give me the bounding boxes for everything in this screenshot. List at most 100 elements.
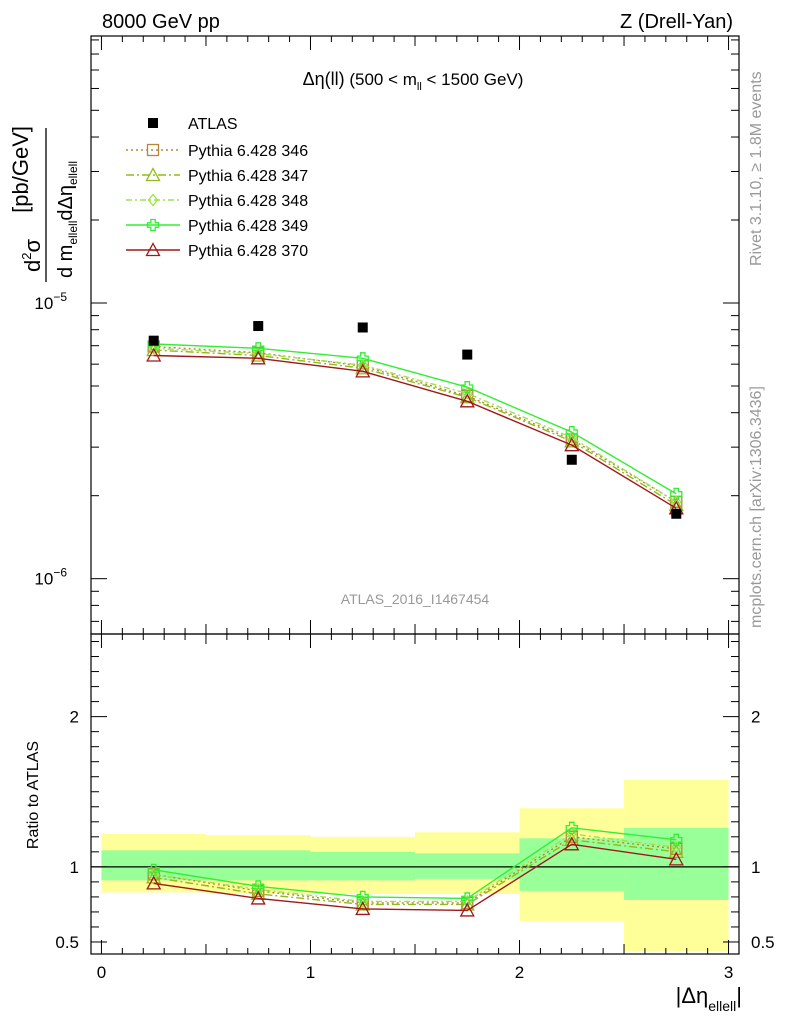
ratio-point-pythia-6-428-346	[565, 830, 578, 843]
ratio-panel: 0 1 2 3 0.5 0.5 1 1 2 2 Ratio to ATLAS |Δηellell|	[25, 633, 775, 1014]
legend-item-pythia-6-428-349: Pythia 6.428 349	[126, 218, 308, 235]
series-line-pythia-6-428-348	[153, 347, 677, 503]
svg-text:d2σ: d2σ	[19, 239, 45, 272]
ratio-point-pythia-6-428-349	[565, 821, 578, 834]
ratio-point-pythia-6-428-370	[355, 901, 371, 916]
band-stat	[415, 853, 520, 879]
series-point-pythia-6-428-370	[250, 350, 266, 365]
y-tick-label: 10−5	[34, 290, 67, 313]
ratio-series	[146, 821, 684, 917]
ratio-line-pythia-6-428-346	[153, 836, 677, 904]
ratio-point-pythia-6-428-370	[668, 851, 684, 866]
rivet-label: Rivet 3.1.10, ≥ 1.8M events	[748, 71, 765, 266]
series-point-pythia-6-428-370	[564, 437, 580, 452]
x-tick-label: 1	[306, 963, 315, 982]
ratio-point-pythia-6-428-349	[670, 833, 683, 846]
series-point-pythia-6-428-347	[564, 433, 580, 448]
ratio-point-pythia-6-428-346	[670, 842, 683, 855]
mcplots-label: mcplots.cern.ch [arXiv:1306.3436]	[748, 386, 765, 628]
ratio-line-pythia-6-428-370	[153, 843, 677, 912]
legend-label: Pythia 6.428 370	[188, 243, 308, 260]
ratio-point-pythia-6-428-348	[461, 894, 473, 908]
series-line-pythia-6-428-346	[153, 345, 677, 503]
band-stat	[519, 838, 625, 891]
uncertainty-bands	[101, 779, 729, 951]
series-point-pythia-6-428-347	[355, 360, 371, 375]
ratio-point-pythia-6-428-349	[461, 892, 474, 905]
ratio-ylabel: Ratio to ATLAS	[25, 741, 42, 849]
legend-marker	[146, 218, 160, 232]
series-point-pythia-6-428-347	[459, 389, 475, 404]
legend-item-pythia-6-428-370: Pythia 6.428 370	[126, 242, 308, 260]
ratio-point-pythia-6-428-370	[146, 875, 162, 890]
ratio-point-pythia-6-428-370	[459, 902, 475, 917]
ratio-line-pythia-6-428-349	[153, 827, 677, 900]
series-point-pythia-6-428-348	[461, 386, 473, 400]
legend-marker	[146, 143, 160, 157]
y-tick-label-right: 1	[751, 858, 760, 877]
band-stat	[205, 850, 311, 881]
legend-label: Pythia 6.428 349	[188, 218, 308, 235]
legend-label: Pythia 6.428 348	[188, 193, 308, 210]
y-tick-label-right: 2	[751, 708, 760, 727]
main-series	[146, 337, 684, 515]
y-tick-label: 2	[70, 708, 79, 727]
series-point-pythia-6-428-347	[668, 497, 684, 512]
legend-item-pythia-6-428-347: Pythia 6.428 347	[126, 167, 308, 185]
ratio-point-pythia-6-428-347	[668, 843, 684, 858]
series-point-pythia-6-428-348	[566, 431, 578, 445]
ratio-point-pythia-6-428-348	[252, 882, 264, 896]
band-stat	[310, 851, 415, 881]
series-point-pythia-6-428-370	[146, 347, 162, 362]
legend-marker	[147, 193, 159, 207]
ratio-point-pythia-6-428-346	[252, 884, 265, 898]
atlas-point	[462, 349, 473, 360]
main-ticks: 10−5 10−6	[34, 36, 739, 634]
ratio-point-pythia-6-428-349	[252, 880, 265, 893]
series-point-pythia-6-428-349	[670, 487, 683, 501]
ratio-point-pythia-6-428-349	[147, 863, 160, 877]
legend: ATLAS Pythia 6.428 346 Pythia 6.428 347 Py…	[126, 116, 308, 260]
ratio-point-pythia-6-428-347	[564, 831, 580, 846]
main-ylabel: d2σ d mellelldΔηellell [pb/GeV]	[8, 126, 80, 282]
legend-marker	[145, 242, 161, 257]
ratio-line-pythia-6-428-347	[153, 839, 677, 906]
svg-text:d mellelldΔηellell: d mellelldΔηellell	[55, 161, 80, 278]
series-point-pythia-6-428-348	[252, 347, 264, 361]
main-panel: 10−5 10−6 Δη(ll) (500 < mll < 1500 GeV) A…	[8, 35, 740, 635]
series-point-pythia-6-428-349	[252, 342, 265, 355]
legend-marker	[145, 167, 161, 182]
atlas-point	[253, 321, 264, 332]
y-tick-label: 10−6	[34, 566, 67, 589]
ratio-point-pythia-6-428-370	[250, 890, 266, 905]
series-point-pythia-6-428-348	[670, 495, 682, 509]
atlas-point	[357, 322, 368, 333]
x-tick-label: 2	[515, 963, 524, 982]
series-point-pythia-6-428-349	[565, 426, 578, 439]
header-left: 8000 GeV pp	[102, 11, 220, 33]
atlas-point	[566, 454, 577, 465]
ratio-point-pythia-6-428-349	[356, 890, 369, 904]
legend-label: Pythia 6.428 346	[188, 143, 308, 160]
y-tick-label-right: 0.5	[751, 933, 775, 952]
header-right: Z (Drell-Yan)	[620, 11, 733, 33]
series-point-pythia-6-428-370	[355, 363, 371, 378]
atlas-points	[148, 321, 682, 519]
legend-item-pythia-6-428-346: Pythia 6.428 346	[126, 143, 308, 160]
legend-item-pythia-6-428-348: Pythia 6.428 348	[126, 193, 308, 210]
x-tick-label: 0	[97, 963, 106, 982]
ratio-line-pythia-6-428-348	[153, 833, 677, 903]
series-line-pythia-6-428-347	[153, 349, 677, 506]
series-point-pythia-6-428-370	[459, 393, 475, 408]
ratio-xlabel: |Δηellell|	[676, 983, 742, 1014]
ratio-ticks: 0 1 2 3 0.5 0.5 1 1 2 2	[55, 634, 775, 982]
series-line-pythia-6-428-370	[153, 354, 677, 509]
ratio-frame	[90, 633, 740, 955]
legend-label-atlas: ATLAS	[188, 116, 238, 133]
ratio-point-pythia-6-428-348	[566, 827, 578, 841]
ratio-point-pythia-6-428-370	[564, 836, 580, 851]
x-tick-label: 3	[724, 963, 733, 982]
band-stat	[624, 827, 729, 900]
series-point-pythia-6-428-349	[461, 381, 474, 394]
svg-text:[pb/GeV]: [pb/GeV]	[8, 126, 33, 213]
